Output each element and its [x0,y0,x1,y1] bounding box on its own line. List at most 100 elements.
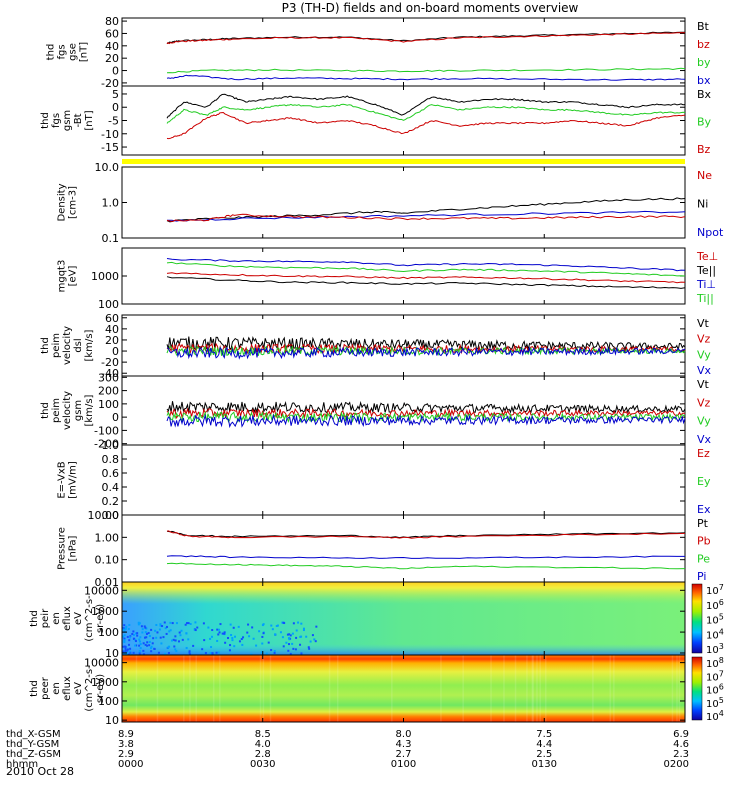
y-tick-label: 100 [98,298,119,311]
colorbar-label: 103 [706,642,724,656]
spectrogram-pixel [175,622,178,625]
y-tick-label: -200 [94,438,119,451]
spectrogram-pixel [276,624,279,627]
spectrogram-pixel [142,642,145,645]
spectrogram-pixel [150,628,153,631]
spectrogram-pixel [185,646,188,649]
spectrogram-pixel [169,629,172,632]
footer-value: 3.8 [118,739,134,750]
y-tick-label: 40 [105,40,119,53]
spectrogram-pixel [123,624,126,627]
legend-Vy: Vy [697,348,711,361]
spectrogram-pixel [219,623,222,626]
spectrogram-pixel [241,643,244,646]
series-line-Npot [167,210,686,222]
legend-Vz: Vz [697,396,711,409]
legend-Npot: Npot [697,226,724,239]
spectrogram-pixel [123,637,126,640]
spectrogram-pixel [187,622,190,625]
y-axis-label: [cm-3] [68,186,79,219]
spectrogram-pixel [157,651,160,654]
y-axis-label: [km/s] [84,329,95,361]
spectrogram-pixel [135,644,138,647]
footer-value: 8.5 [255,729,271,740]
colorbar-exponent: 7 [719,583,724,592]
spectrogram-pixel [129,647,132,650]
spectrogram-pixel [224,641,227,644]
spectrogram-pixel [275,625,278,628]
spectrogram-pixel [150,645,153,648]
spectrogram-pixel [165,625,168,628]
footer-value: 0030 [250,759,275,770]
spectrogram-pixel [174,639,177,642]
y-axis-label: fgs [57,44,68,59]
y-axis-label: peir [40,608,51,628]
spectrogram-pixel [164,652,167,655]
legend-Pe: Pe [697,552,710,565]
legend-Te⊥: Te⊥ [696,250,718,263]
spectrogram-stripe [609,655,611,722]
y-tick-label: 0.10 [95,554,120,567]
spectrogram-pixel [217,651,220,654]
spectrogram-pixel [292,647,295,650]
y-axis-label: eV [73,682,84,695]
spectrogram-stripe [195,655,197,722]
spectrogram-pixel [291,642,294,645]
spectrogram-pixel [138,652,141,655]
y-tick-label: 0 [112,65,119,78]
spectrogram-pixel [287,649,290,652]
spectrogram-pixel [133,637,136,640]
footer-value: 8.9 [118,729,134,740]
y-tick-label: 80 [105,15,119,28]
spectrogram-pixel [180,629,183,632]
spectrogram-pixel [134,632,137,635]
spectrogram-pixel [291,632,294,635]
spectrogram-pixel [151,642,154,645]
y-tick-label: 0.6 [102,467,120,480]
spectrogram-pixel [123,641,126,644]
spectrogram-pixel [297,621,300,624]
panel-fgs_gsm: 50-5-10-15 thd fgs gsm -Bt [nT] Bx By Bz [40,85,712,156]
spectrogram-pixel [128,650,131,653]
legend-Vy: Vy [697,415,711,428]
spectrogram-pixel [132,651,135,654]
spectrogram-pixel [126,649,129,652]
spectrogram-pixel [181,638,184,641]
footer-label: hhmm [6,759,38,770]
footer-value: 8.0 [396,729,412,740]
y-tick-label: 1.0 [102,197,120,210]
colorbar [691,583,703,654]
spectrogram-pixel [203,639,206,642]
spectrogram-pixel [192,644,195,647]
spectrogram-pixel [188,653,191,656]
spectrogram-pixel [223,631,226,634]
y-axis-label: peim [51,398,62,423]
y-tick-label: 1000 [91,676,119,689]
footer-label: thd_Z-GSM [6,749,61,760]
spectrogram-pixel [123,634,126,637]
footer-value: 4.6 [673,739,689,750]
panel-pressure: 10.00 1.00 0.10 0.01 Pressure [nPa] Pt Pb Pe Pi [57,509,711,589]
spectrogram-pixel [215,651,218,654]
legend-Ey: Ey [697,475,711,488]
spectrogram-pixel [172,638,175,641]
y-axis-label: thd [40,337,51,354]
spectrogram-pixel [221,632,224,635]
spectrogram-pixel [289,652,292,655]
spectrogram-pixel [138,640,141,643]
spectrogram-stripe [592,655,594,722]
spectrogram-stripe [336,655,339,722]
series-line-By [166,103,686,124]
y-axis-label: [nPa] [68,535,79,561]
spectrogram-pixel [299,643,302,646]
spectrogram-pixel [314,640,317,643]
spectrogram-pixel [148,640,151,643]
spectrogram-pixel [137,623,140,626]
series-line-Pb [166,530,686,539]
series-line-Pe [166,562,686,570]
spectrogram-pixel [177,640,180,643]
colorbar-label: 104 [706,709,724,723]
spectrogram-pixel [300,652,303,655]
y-axis-label: E=-VxB [57,461,68,498]
